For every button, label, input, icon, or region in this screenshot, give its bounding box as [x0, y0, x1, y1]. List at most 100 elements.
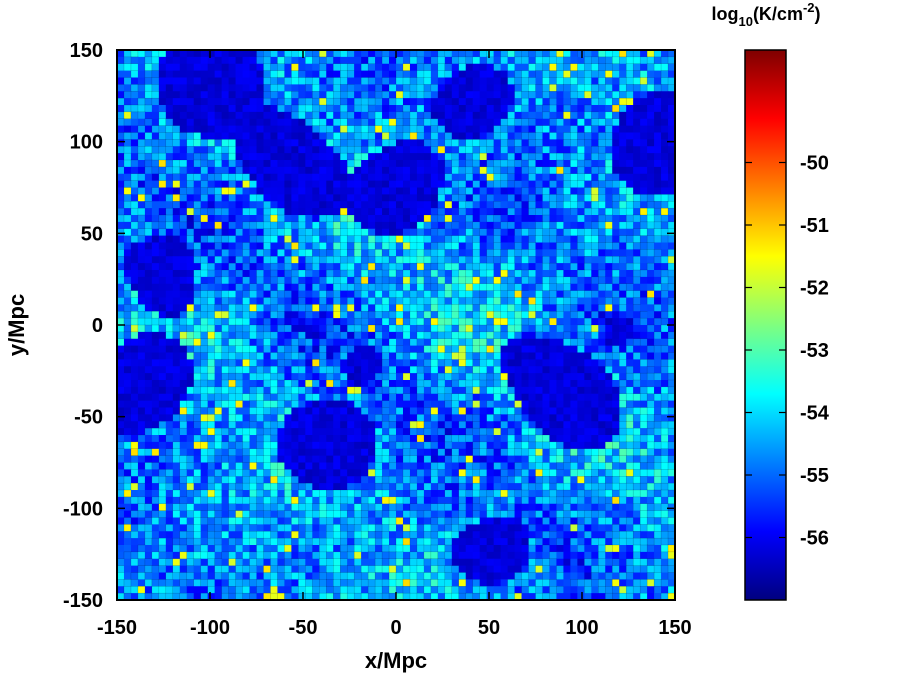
heatmap-cell: [472, 311, 481, 319]
heatmap-cell: [228, 84, 236, 92]
heatmap-cell: [277, 270, 285, 278]
heatmap-cell: [242, 366, 251, 374]
heatmap-cell: [172, 77, 181, 85]
heatmap-cell: [591, 249, 599, 257]
heatmap-cell: [402, 352, 411, 360]
heatmap-cell: [542, 469, 551, 477]
heatmap-cell: [137, 194, 146, 202]
heatmap-cell: [123, 263, 132, 271]
heatmap-cell: [507, 50, 516, 58]
heatmap-cell: [528, 434, 537, 443]
heatmap-cell: [144, 380, 153, 388]
heatmap-cell: [458, 324, 467, 333]
heatmap-cell: [521, 235, 529, 243]
heatmap-cell: [123, 469, 132, 477]
heatmap-cell: [646, 84, 655, 92]
heatmap-cell: [158, 118, 167, 127]
heatmap-cell: [584, 166, 592, 175]
heatmap-cell: [144, 70, 153, 79]
heatmap-cell: [117, 345, 125, 353]
heatmap-cell: [381, 242, 390, 250]
heatmap-cell: [347, 331, 355, 340]
heatmap-cell: [298, 228, 306, 237]
heatmap-cell: [577, 235, 585, 244]
heatmap-cell: [493, 118, 502, 127]
heatmap-cell: [165, 63, 174, 72]
heatmap-cell: [242, 373, 250, 381]
heatmap-cell: [584, 118, 592, 127]
heatmap-cell: [409, 262, 418, 271]
heatmap-cell: [353, 283, 362, 292]
heatmap-cell: [123, 152, 132, 161]
heatmap-cell: [389, 111, 397, 120]
heatmap-cell: [396, 435, 404, 443]
heatmap-cell: [214, 111, 223, 120]
heatmap-cell: [130, 146, 139, 154]
heatmap-cell: [346, 345, 355, 354]
heatmap-cell: [653, 201, 662, 209]
heatmap-cell: [472, 105, 481, 113]
heatmap-cell: [137, 345, 146, 353]
heatmap-cell: [521, 462, 529, 470]
heatmap-cell: [423, 153, 432, 161]
heatmap-cell: [444, 194, 453, 202]
heatmap-cell: [646, 201, 655, 209]
heatmap-cell: [186, 118, 195, 127]
heatmap-cell: [507, 311, 516, 319]
heatmap-cell: [221, 207, 230, 216]
heatmap-cell: [256, 242, 264, 250]
heatmap-cell: [437, 173, 446, 182]
heatmap-cell: [305, 146, 313, 154]
heatmap-cell: [235, 304, 244, 312]
heatmap-cell: [612, 221, 620, 230]
heatmap-cell: [619, 249, 627, 257]
heatmap-cell: [158, 63, 167, 72]
heatmap-cell: [458, 338, 467, 347]
heatmap-cell: [347, 56, 355, 65]
heatmap-cell: [333, 386, 341, 395]
heatmap-cell: [639, 214, 648, 223]
heatmap-cell: [396, 331, 404, 340]
heatmap-cell: [423, 297, 432, 305]
heatmap-cell: [123, 221, 132, 230]
heatmap-cell: [347, 428, 355, 436]
heatmap-cell: [619, 421, 627, 429]
heatmap-cell: [430, 166, 439, 175]
heatmap-cell: [326, 221, 334, 230]
heatmap-cell: [521, 242, 529, 250]
heatmap-cell: [172, 304, 181, 312]
heatmap-cell: [312, 407, 320, 415]
heatmap-cell: [507, 297, 516, 305]
heatmap-cell: [340, 380, 348, 388]
heatmap-cell: [660, 448, 669, 457]
heatmap-cell: [528, 105, 536, 113]
heatmap-cell: [291, 359, 299, 367]
heatmap-cell: [514, 373, 522, 381]
heatmap-cell: [346, 228, 355, 237]
heatmap-cell: [619, 331, 627, 340]
heatmap-cell: [144, 427, 153, 436]
heatmap-cell: [151, 132, 160, 140]
heatmap-cell: [458, 317, 467, 326]
heatmap-cell: [207, 455, 216, 464]
heatmap-cell: [619, 63, 627, 72]
heatmap-cell: [151, 91, 160, 99]
heatmap-cell: [137, 146, 146, 154]
heatmap-cell: [549, 221, 558, 230]
heatmap-cell: [528, 215, 536, 223]
heatmap-cell: [493, 276, 502, 285]
heatmap-cell: [367, 111, 376, 120]
heatmap-cell: [193, 393, 202, 402]
heatmap-cell: [228, 194, 237, 202]
heatmap-cell: [528, 407, 536, 415]
heatmap-cell: [117, 221, 125, 230]
heatmap-cell: [493, 208, 502, 216]
heatmap-cell: [368, 428, 376, 436]
heatmap-cell: [549, 160, 557, 168]
heatmap-cell: [486, 338, 495, 347]
heatmap-cell: [340, 283, 348, 292]
heatmap-cell: [626, 105, 634, 113]
heatmap-cell: [612, 111, 620, 120]
heatmap-cell: [242, 132, 250, 140]
heatmap-cell: [242, 249, 251, 257]
